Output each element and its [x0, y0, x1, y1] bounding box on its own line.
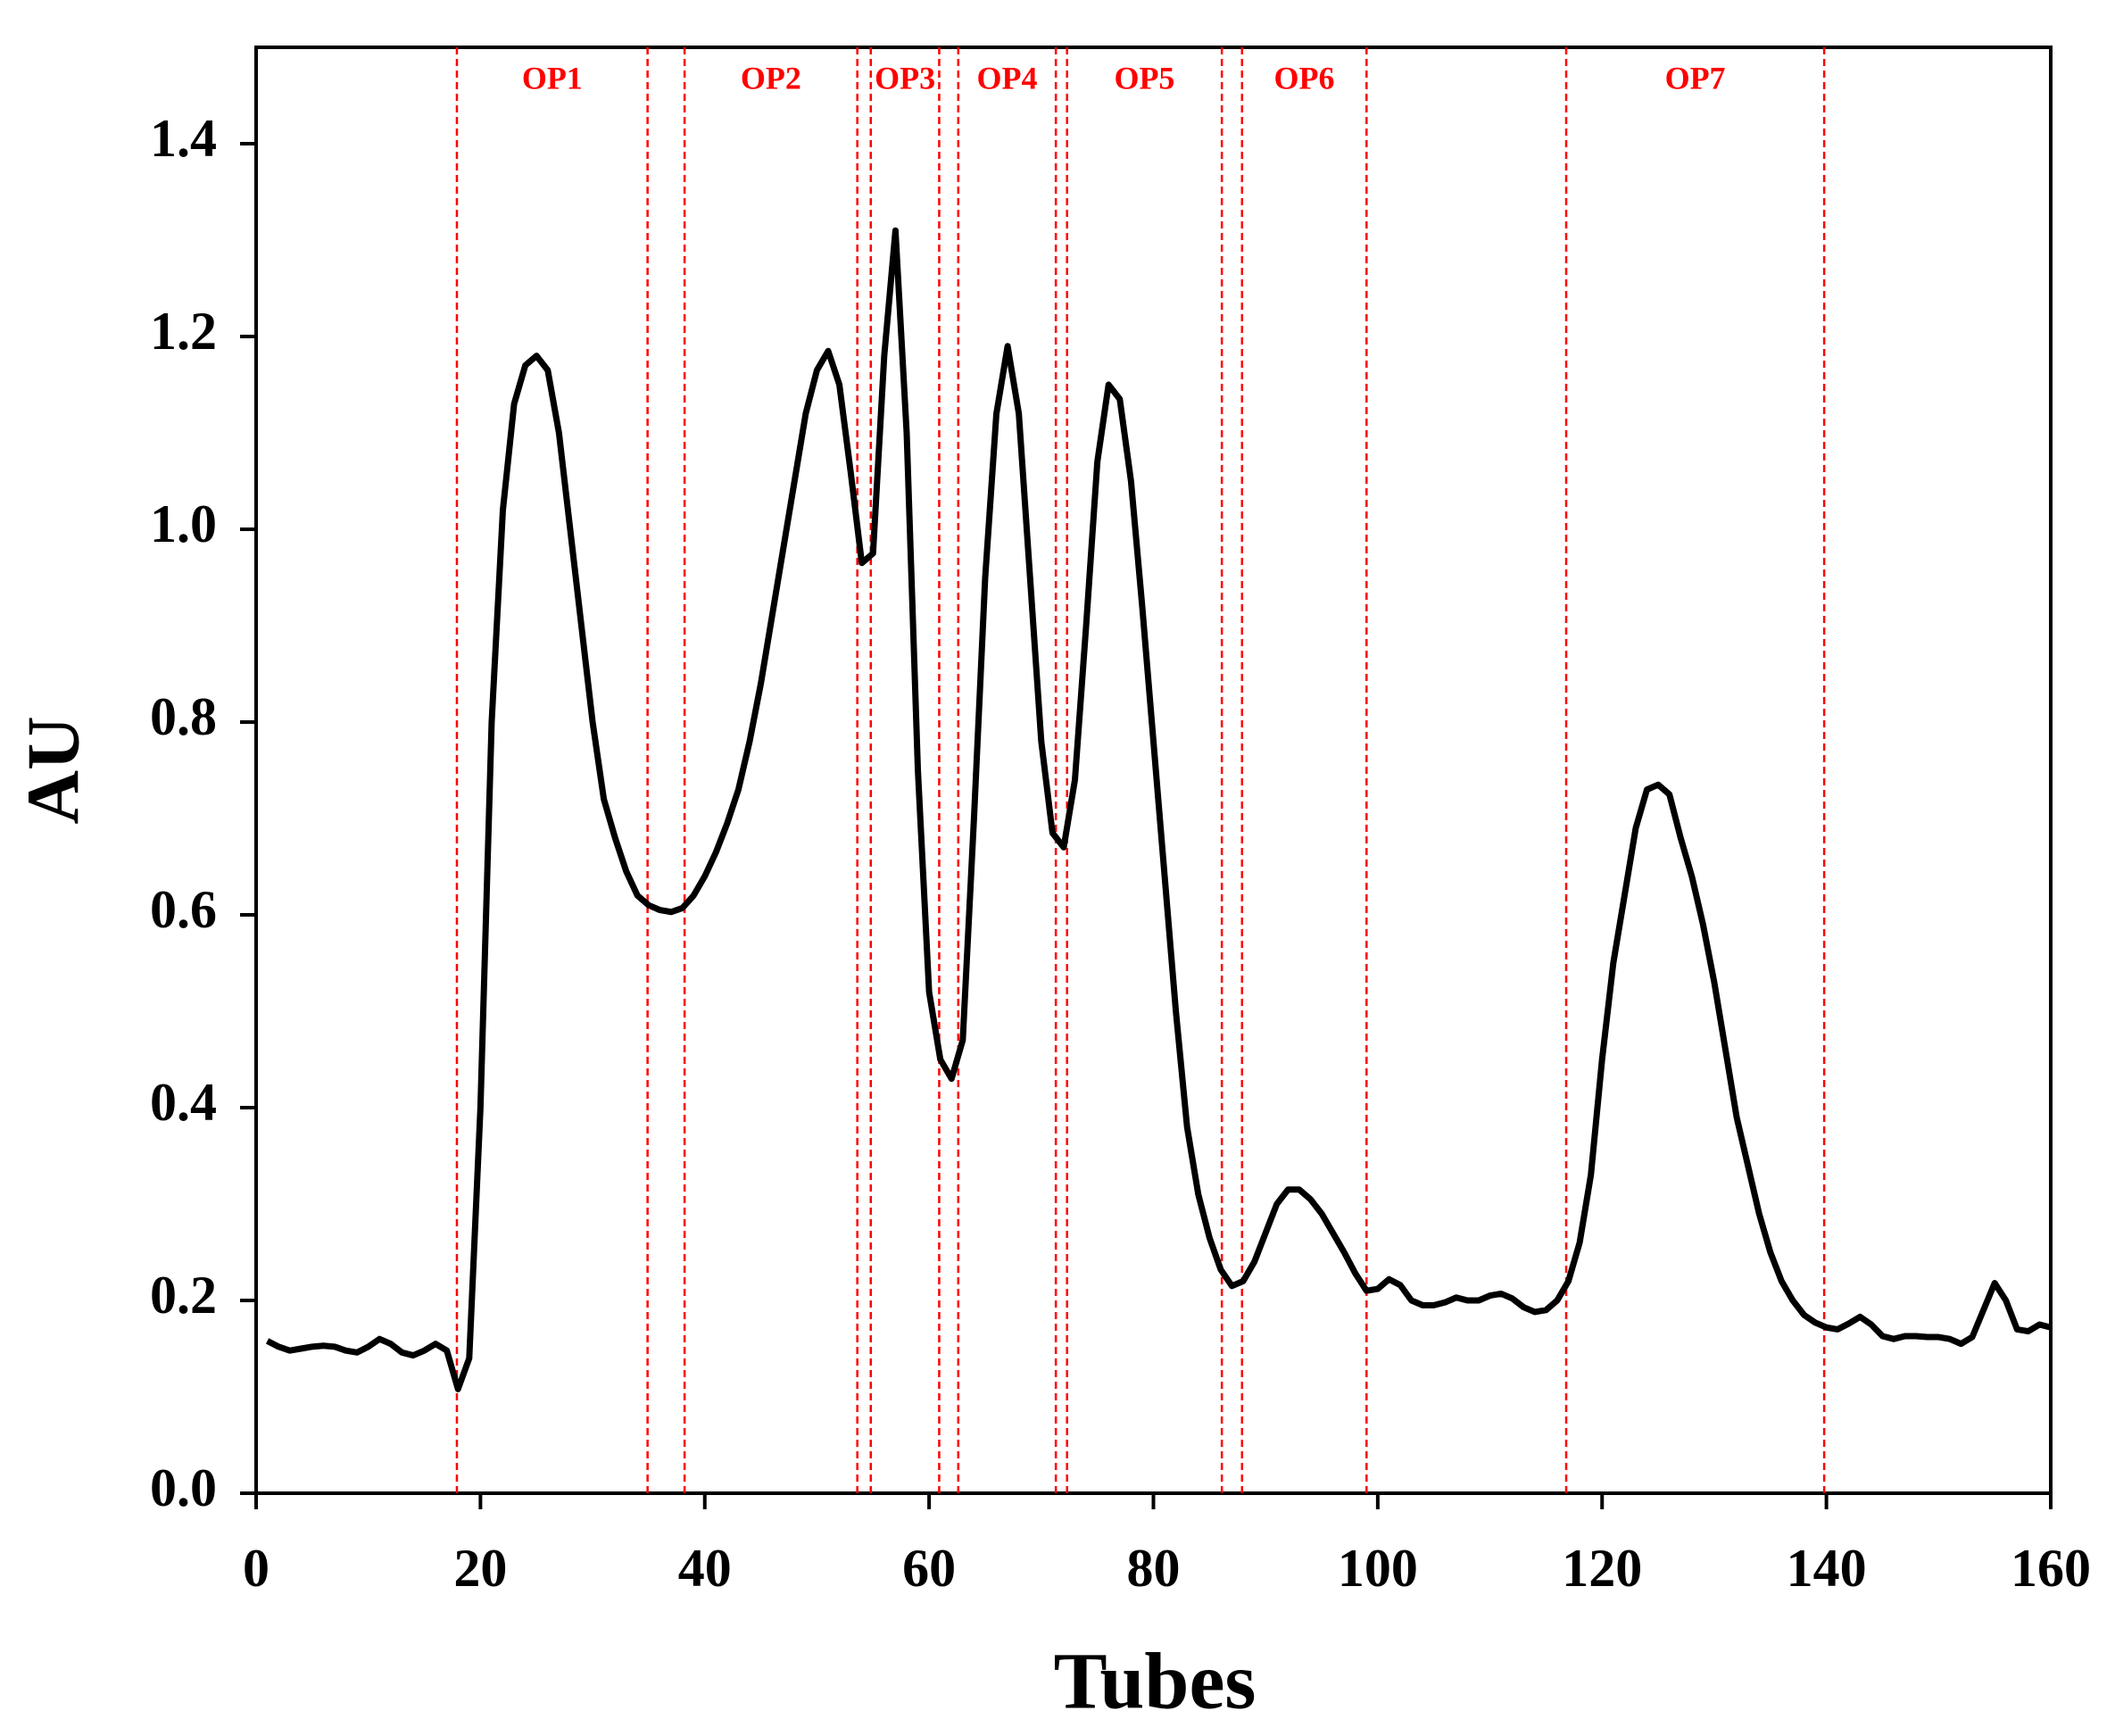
x-tick-label: 40 — [678, 1539, 732, 1598]
x-tick-label: 120 — [1562, 1539, 1642, 1598]
y-tick-label: 1.0 — [150, 494, 217, 553]
region-label: OP6 — [1274, 60, 1335, 96]
data-line — [265, 227, 2052, 1392]
x-tick-label: 60 — [902, 1539, 956, 1598]
x-tick-label: 0 — [243, 1539, 270, 1598]
region-label: OP4 — [976, 60, 1037, 96]
y-tick-label: 0.0 — [150, 1458, 217, 1517]
x-tick-label: 100 — [1338, 1539, 1418, 1598]
region-label: OP5 — [1114, 60, 1174, 96]
y-tick-label: 0.8 — [150, 687, 217, 746]
y-tick-label: 0.2 — [150, 1266, 217, 1325]
x-axis-label: Tubes — [1054, 1638, 1257, 1726]
x-tick-label: 80 — [1127, 1539, 1181, 1598]
y-tick-label: 0.6 — [150, 880, 217, 939]
y-tick-label: 1.2 — [150, 302, 217, 361]
region-label: OP1 — [522, 60, 583, 96]
x-tick-label: 20 — [453, 1539, 507, 1598]
y-tick-label: 0.4 — [150, 1073, 217, 1132]
region-label: OP7 — [1665, 60, 1726, 96]
y-axis-label: AU — [12, 716, 95, 824]
region-label: OP2 — [741, 60, 801, 96]
region-label: OP3 — [875, 60, 935, 96]
x-tick-label: 140 — [1787, 1539, 1867, 1598]
x-tick-label: 160 — [2011, 1539, 2091, 1598]
y-tick-label: 1.4 — [150, 109, 217, 168]
